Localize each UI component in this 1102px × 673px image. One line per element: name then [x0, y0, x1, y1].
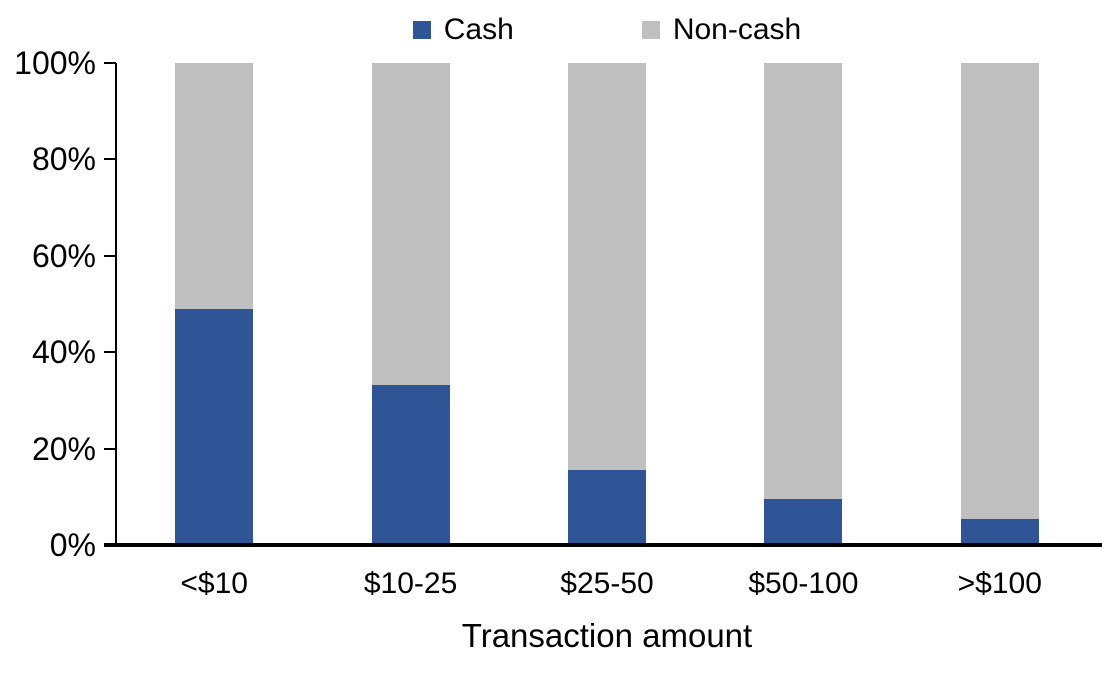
y-tick-label: 20%: [31, 430, 96, 467]
legend-label-noncash: Non-cash: [672, 13, 802, 46]
noncash-bar-segment: [960, 63, 1039, 519]
x-category-label: $10-25: [363, 567, 458, 600]
y-tick-mark: [104, 544, 116, 546]
plot-area: [116, 63, 1098, 545]
bar-group: [960, 63, 1039, 545]
cash-legend-swatch-icon: [412, 21, 431, 39]
cash-bar-segment: [764, 499, 843, 545]
x-category-label: $25-50: [560, 567, 654, 600]
bar-group: [175, 63, 254, 545]
legend-label-cash: Cash: [443, 13, 514, 46]
y-tick-mark: [104, 447, 116, 450]
x-axis-line: [104, 543, 1102, 547]
cash-bar-segment: [568, 469, 646, 545]
bar-group: [764, 63, 843, 545]
y-tick-label: 0%: [49, 527, 96, 563]
chart-legend: Cash Non-cash: [116, 8, 1098, 52]
x-axis-title: Transaction amount: [461, 617, 753, 654]
noncash-bar-segment: [175, 63, 254, 309]
legend-item-noncash: Non-cash: [641, 8, 802, 52]
x-category-label: >$100: [957, 567, 1042, 600]
bar-group: [568, 63, 646, 545]
cash-bar-segment: [960, 518, 1039, 545]
y-tick-mark: [104, 351, 116, 354]
y-axis-line: [115, 63, 117, 545]
legend-item-cash: Cash: [412, 8, 514, 52]
y-tick-mark: [104, 254, 116, 257]
y-tick-mark: [104, 158, 116, 161]
x-category-label: <$10: [180, 567, 248, 600]
noncash-legend-swatch-icon: [641, 21, 660, 39]
y-tick-label: 100%: [14, 45, 96, 81]
y-tick-label: 80%: [31, 141, 96, 178]
bar-group: [371, 63, 450, 545]
cash-bar-segment: [371, 384, 450, 545]
cash-bar-segment: [175, 308, 254, 545]
x-category-label: $50-100: [748, 567, 859, 600]
noncash-bar-segment: [568, 63, 646, 470]
y-tick-mark: [104, 62, 116, 64]
y-tick-label: 60%: [31, 237, 96, 274]
noncash-bar-segment: [764, 63, 843, 500]
y-tick-label: 40%: [31, 334, 96, 371]
noncash-bar-segment: [371, 63, 450, 385]
